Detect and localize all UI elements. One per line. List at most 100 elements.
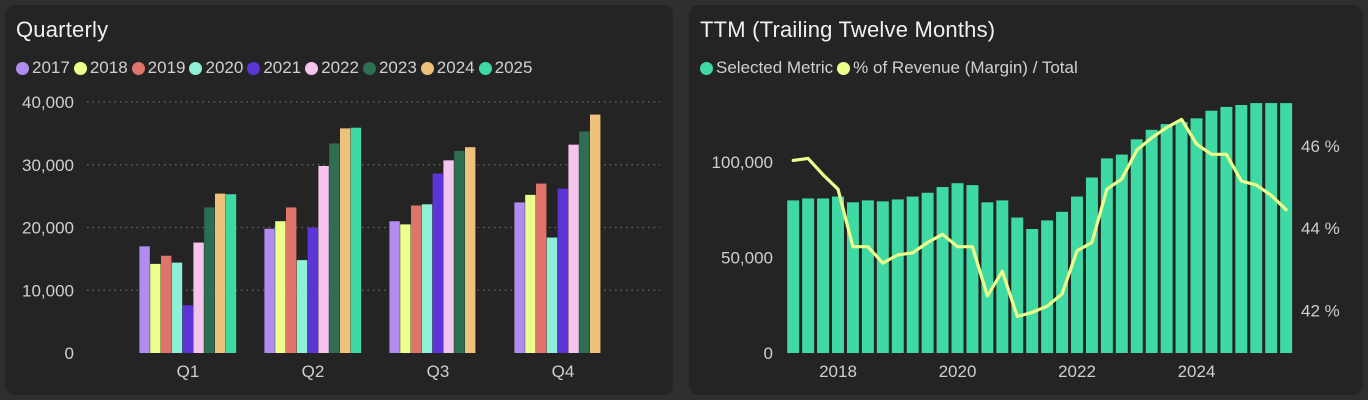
legend-item-2023[interactable]: 2023 — [362, 58, 417, 78]
bar-2023-Q1[interactable] — [204, 207, 215, 353]
x-tick-label: Q4 — [552, 362, 575, 381]
bar-2023-Q4[interactable] — [579, 131, 590, 353]
legend-marker-icon — [16, 61, 29, 75]
ttm-bar[interactable] — [1100, 158, 1113, 353]
ttm-bar[interactable] — [981, 202, 994, 353]
legend-marker-icon — [247, 61, 261, 75]
legend-item-2024[interactable]: 2024 — [420, 58, 475, 78]
bar-2023-Q3[interactable] — [454, 150, 465, 353]
legend-marker-icon — [700, 61, 713, 75]
ttm-bar[interactable] — [951, 183, 964, 353]
ttm-bar[interactable] — [1175, 122, 1188, 354]
bar-2024-Q1[interactable] — [215, 193, 226, 353]
bar-2024-Q4[interactable] — [590, 114, 601, 353]
legend-item-2022[interactable]: 2022 — [305, 58, 359, 78]
y-tick-label: 50,000 — [721, 249, 773, 268]
ttm-bar[interactable] — [1130, 139, 1143, 353]
ttm-bar[interactable] — [1115, 154, 1128, 353]
y2-tick-label: 46 % — [1301, 137, 1340, 156]
legend-item-selected-metric[interactable]: Selected Metric — [700, 58, 833, 78]
bar-2017-Q4[interactable] — [514, 202, 525, 353]
legend-marker-icon — [131, 61, 145, 75]
legend-item-2019[interactable]: 2019 — [131, 58, 185, 78]
y-tick-label: 40,000 — [22, 93, 74, 112]
bar-2024-Q3[interactable] — [465, 147, 476, 353]
ttm-bar[interactable] — [1160, 124, 1173, 353]
ttm-bar[interactable] — [1205, 110, 1218, 353]
y-tick-label: 20,000 — [22, 219, 74, 238]
ttm-bar[interactable] — [861, 200, 874, 353]
bar-2021-Q4[interactable] — [557, 188, 568, 353]
bar-2020-Q1[interactable] — [171, 262, 183, 353]
ttm-bar[interactable] — [906, 196, 919, 353]
legend-item-2021[interactable]: 2021 — [247, 58, 301, 78]
bar-2018-Q3[interactable] — [400, 224, 411, 353]
ttm-bar[interactable] — [996, 200, 1009, 353]
x-tick-label: 2024 — [1178, 362, 1216, 381]
legend-label: 2023 — [378, 58, 417, 77]
ttm-bar[interactable] — [966, 185, 979, 353]
legend-item-2018[interactable]: 2018 — [73, 58, 128, 78]
ttm-bar[interactable] — [1220, 106, 1233, 354]
legend-item-2025[interactable]: 2025 — [478, 58, 532, 78]
bar-2018-Q1[interactable] — [150, 263, 161, 353]
bar-2023-Q2[interactable] — [329, 143, 340, 353]
bar-2017-Q2[interactable] — [264, 228, 275, 353]
bar-2017-Q1[interactable] — [139, 246, 150, 353]
ttm-bar[interactable] — [846, 202, 859, 353]
margin-line[interactable] — [791, 117, 1288, 319]
ttm-bar[interactable] — [1085, 177, 1098, 353]
ttm-bar[interactable] — [936, 187, 949, 353]
bar-2025-Q1[interactable] — [225, 194, 237, 353]
bar-2019-Q1[interactable] — [161, 255, 172, 353]
legend-label: 2021 — [263, 58, 302, 77]
x-tick-label: Q3 — [427, 362, 450, 381]
ttm-bar[interactable] — [1026, 229, 1039, 353]
bar-2018-Q4[interactable] — [525, 194, 536, 353]
ttm-bar[interactable] — [1041, 220, 1054, 353]
y2-tick-label: 44 % — [1301, 219, 1340, 238]
bar-2019-Q3[interactable] — [411, 205, 422, 353]
legend-item-2017[interactable]: 2017 — [16, 58, 70, 78]
bar-2021-Q2[interactable] — [307, 227, 318, 354]
ttm-bar[interactable] — [1145, 129, 1158, 353]
ttm-bar[interactable] — [876, 201, 889, 353]
ttm-bar[interactable] — [1235, 105, 1248, 353]
ttm-bar[interactable] — [1011, 217, 1024, 353]
bar-2020-Q4[interactable] — [546, 237, 558, 353]
ttm-chart-panel: TTM (Trailing Twelve Months) Selected Me… — [689, 5, 1363, 395]
bar-2024-Q2[interactable] — [340, 128, 351, 353]
bar-2021-Q1[interactable] — [182, 305, 193, 353]
ttm-bar[interactable] — [1056, 211, 1069, 353]
bar-2017-Q3[interactable] — [389, 221, 400, 353]
y2-tick-label: 42 % — [1301, 301, 1340, 320]
bar-2020-Q3[interactable] — [421, 204, 433, 353]
legend-label: Selected Metric — [716, 58, 834, 77]
ttm-bar[interactable] — [1190, 118, 1203, 353]
bar-2020-Q2[interactable] — [296, 260, 308, 353]
ttm-bar[interactable] — [1250, 103, 1263, 353]
ttm-bar[interactable] — [1265, 103, 1278, 353]
bar-2025-Q2[interactable] — [350, 127, 362, 353]
bar-2019-Q4[interactable] — [536, 183, 547, 353]
ttm-bar[interactable] — [832, 196, 844, 353]
ttm-bar[interactable] — [891, 199, 904, 353]
ttm-bar[interactable] — [802, 198, 815, 353]
legend-label: 2022 — [321, 58, 359, 77]
ttm-bar[interactable] — [817, 198, 830, 353]
bar-2018-Q2[interactable] — [275, 221, 286, 353]
ttm-bar[interactable] — [1071, 196, 1083, 353]
ttm-legend: Selected Metric % of Revenue (Margin) / T… — [700, 58, 1082, 78]
bar-2022-Q1[interactable] — [193, 242, 204, 353]
ttm-bar[interactable] — [1280, 103, 1293, 353]
legend-marker-icon — [73, 61, 87, 75]
bar-2022-Q2[interactable] — [318, 166, 329, 353]
ttm-bar[interactable] — [787, 200, 800, 353]
bar-2019-Q2[interactable] — [286, 207, 297, 353]
bar-2021-Q3[interactable] — [432, 173, 443, 353]
legend-item-2020[interactable]: 2020 — [189, 58, 243, 78]
bar-2022-Q4[interactable] — [568, 144, 579, 353]
bar-2022-Q3[interactable] — [443, 160, 454, 353]
legend-item-margin[interactable]: % of Revenue (Margin) / Total — [837, 58, 1078, 78]
ttm-bar[interactable] — [921, 192, 934, 353]
